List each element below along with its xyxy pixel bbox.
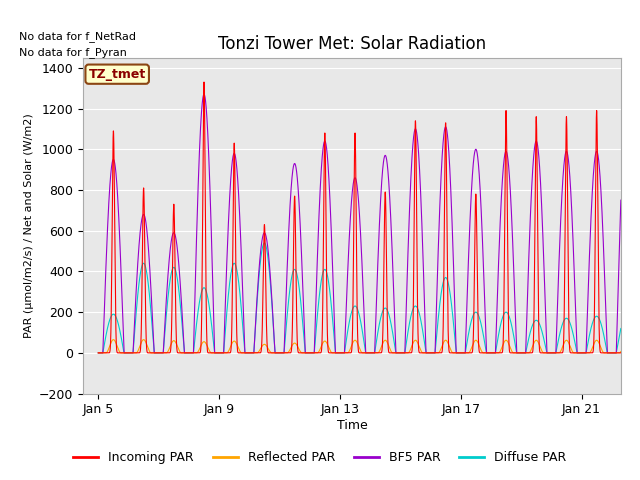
Text: No data for f_Pyran: No data for f_Pyran	[19, 48, 127, 59]
X-axis label: Time: Time	[337, 419, 367, 432]
Text: TZ_tmet: TZ_tmet	[88, 68, 146, 81]
Title: Tonzi Tower Met: Solar Radiation: Tonzi Tower Met: Solar Radiation	[218, 35, 486, 53]
Y-axis label: PAR (μmol/m2/s) / Net and Solar (W/m2): PAR (μmol/m2/s) / Net and Solar (W/m2)	[24, 113, 33, 338]
Text: No data for f_NetRad: No data for f_NetRad	[19, 31, 136, 42]
Legend: Incoming PAR, Reflected PAR, BF5 PAR, Diffuse PAR: Incoming PAR, Reflected PAR, BF5 PAR, Di…	[68, 446, 572, 469]
